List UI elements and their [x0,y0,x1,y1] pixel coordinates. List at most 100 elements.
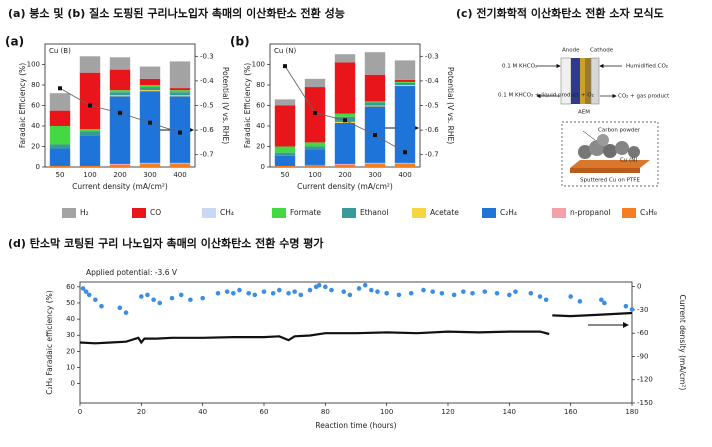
bar-segment [304,164,326,167]
bar-segment [364,105,386,107]
x-tick-label: 300 [368,171,381,179]
potential-marker [88,103,92,108]
fe-point [451,292,457,298]
x-tick-label: 300 [143,171,156,179]
y2-tick-label: -0.4 [200,77,214,85]
bar-segment [304,149,326,165]
bar-segment [334,163,356,165]
legend-swatch [202,208,216,218]
bar-segment [334,62,356,114]
fe-point [93,297,98,303]
fe-point [123,310,129,315]
x-tick-label: 200 [113,171,126,179]
fe-point [329,287,334,293]
y-tick-label: 40 [66,315,75,323]
bar-segment [169,162,191,164]
x-tick-label: 100 [83,171,96,179]
bar-segment [49,126,71,145]
x-tick-label: 40 [198,408,207,416]
y-tick-label: 20 [31,143,40,151]
x-tick-label: 20 [137,408,146,416]
bar-segment [49,110,71,126]
y2-axis-label: Potential (V vs. RHE) [446,67,455,144]
bar-segment [394,162,416,164]
legend-label: C₃H₈ [640,208,657,217]
diagram-label: Sputtered Cu on PTFE [580,178,640,184]
fe-point [86,292,92,298]
fe-point [298,292,304,298]
bar-segment [334,113,356,117]
potential-marker [313,110,317,115]
bar-segment [169,61,191,89]
fe-point [513,289,518,294]
y2-tick-label: -0.6 [200,126,214,134]
fe-point [494,290,500,296]
fe-point [341,289,347,294]
y2-tick-label: -0.4 [425,77,439,85]
fe-point [200,295,205,301]
fe-point [623,303,629,309]
legend-label: Acetate [430,208,459,217]
legend-swatch [412,208,426,218]
fe-point [277,287,282,293]
fe-point [577,299,583,304]
x-tick-label: 140 [503,408,516,416]
bar-segment [364,163,386,167]
x-tick-label: 120 [441,408,454,416]
fe-point [145,292,150,298]
bar-segment [79,131,101,136]
bar-segment [304,146,326,150]
potential-marker [403,150,407,155]
potential-marker [148,120,152,125]
legend-label: CO [150,208,161,217]
bar-segment [364,162,386,164]
bar-segment [139,78,161,85]
fe-point [396,292,402,298]
fe-point [461,289,466,294]
bar-segment [394,82,416,85]
bar-segment [139,87,161,91]
bar-segment [109,95,131,97]
legend-label: n-propanol [570,208,611,217]
y-tick-label: 80 [256,81,265,89]
bar-segment [139,90,161,92]
bar-segment [364,74,386,102]
diagram-label: CO₂ + gas product [618,94,670,100]
fe-point [215,290,221,296]
y-tick-label: 80 [31,81,40,89]
bar-segment [49,144,71,149]
fe-point [543,297,549,303]
y2-tick-label: -0.3 [425,52,439,60]
bar-segment [109,164,131,167]
fe-point [356,286,362,291]
bar-segment [364,102,386,106]
panel-label: (a) [5,35,24,49]
legend-swatch [482,208,496,218]
fe-point [384,290,389,296]
fe-point [261,289,267,294]
x-tick-label: 200 [338,171,351,179]
annotation: Applied potential: -3.6 V [86,268,178,277]
legend-label: Formate [290,208,321,217]
y-axis-label: Faradaic Efficiency (%) [243,63,252,148]
y-axis-label: Faradaic Efficiency (%) [18,63,27,148]
y-tick-label: 0 [36,163,40,171]
fe-point [602,300,607,306]
bar-segment [109,90,131,93]
y2-tick-label: -0.5 [200,102,214,110]
fe-point [286,290,291,296]
y2-tick-label: -150 [637,399,653,407]
bar-segment [274,165,296,167]
current-line [79,311,633,345]
heading: (c) 전기화학적 이산화탄소 전환 소자 모식도 [456,6,664,20]
fe-point [528,290,534,296]
bar-segment [394,79,416,82]
fe-point [237,287,242,293]
fe-point [169,295,175,301]
bar-segment [139,162,161,164]
diagram-label: Cathode [590,48,614,54]
x-axis-label: Current density (mA/cm²) [72,182,168,191]
bar-segment [79,72,101,130]
fe-point [323,284,328,290]
